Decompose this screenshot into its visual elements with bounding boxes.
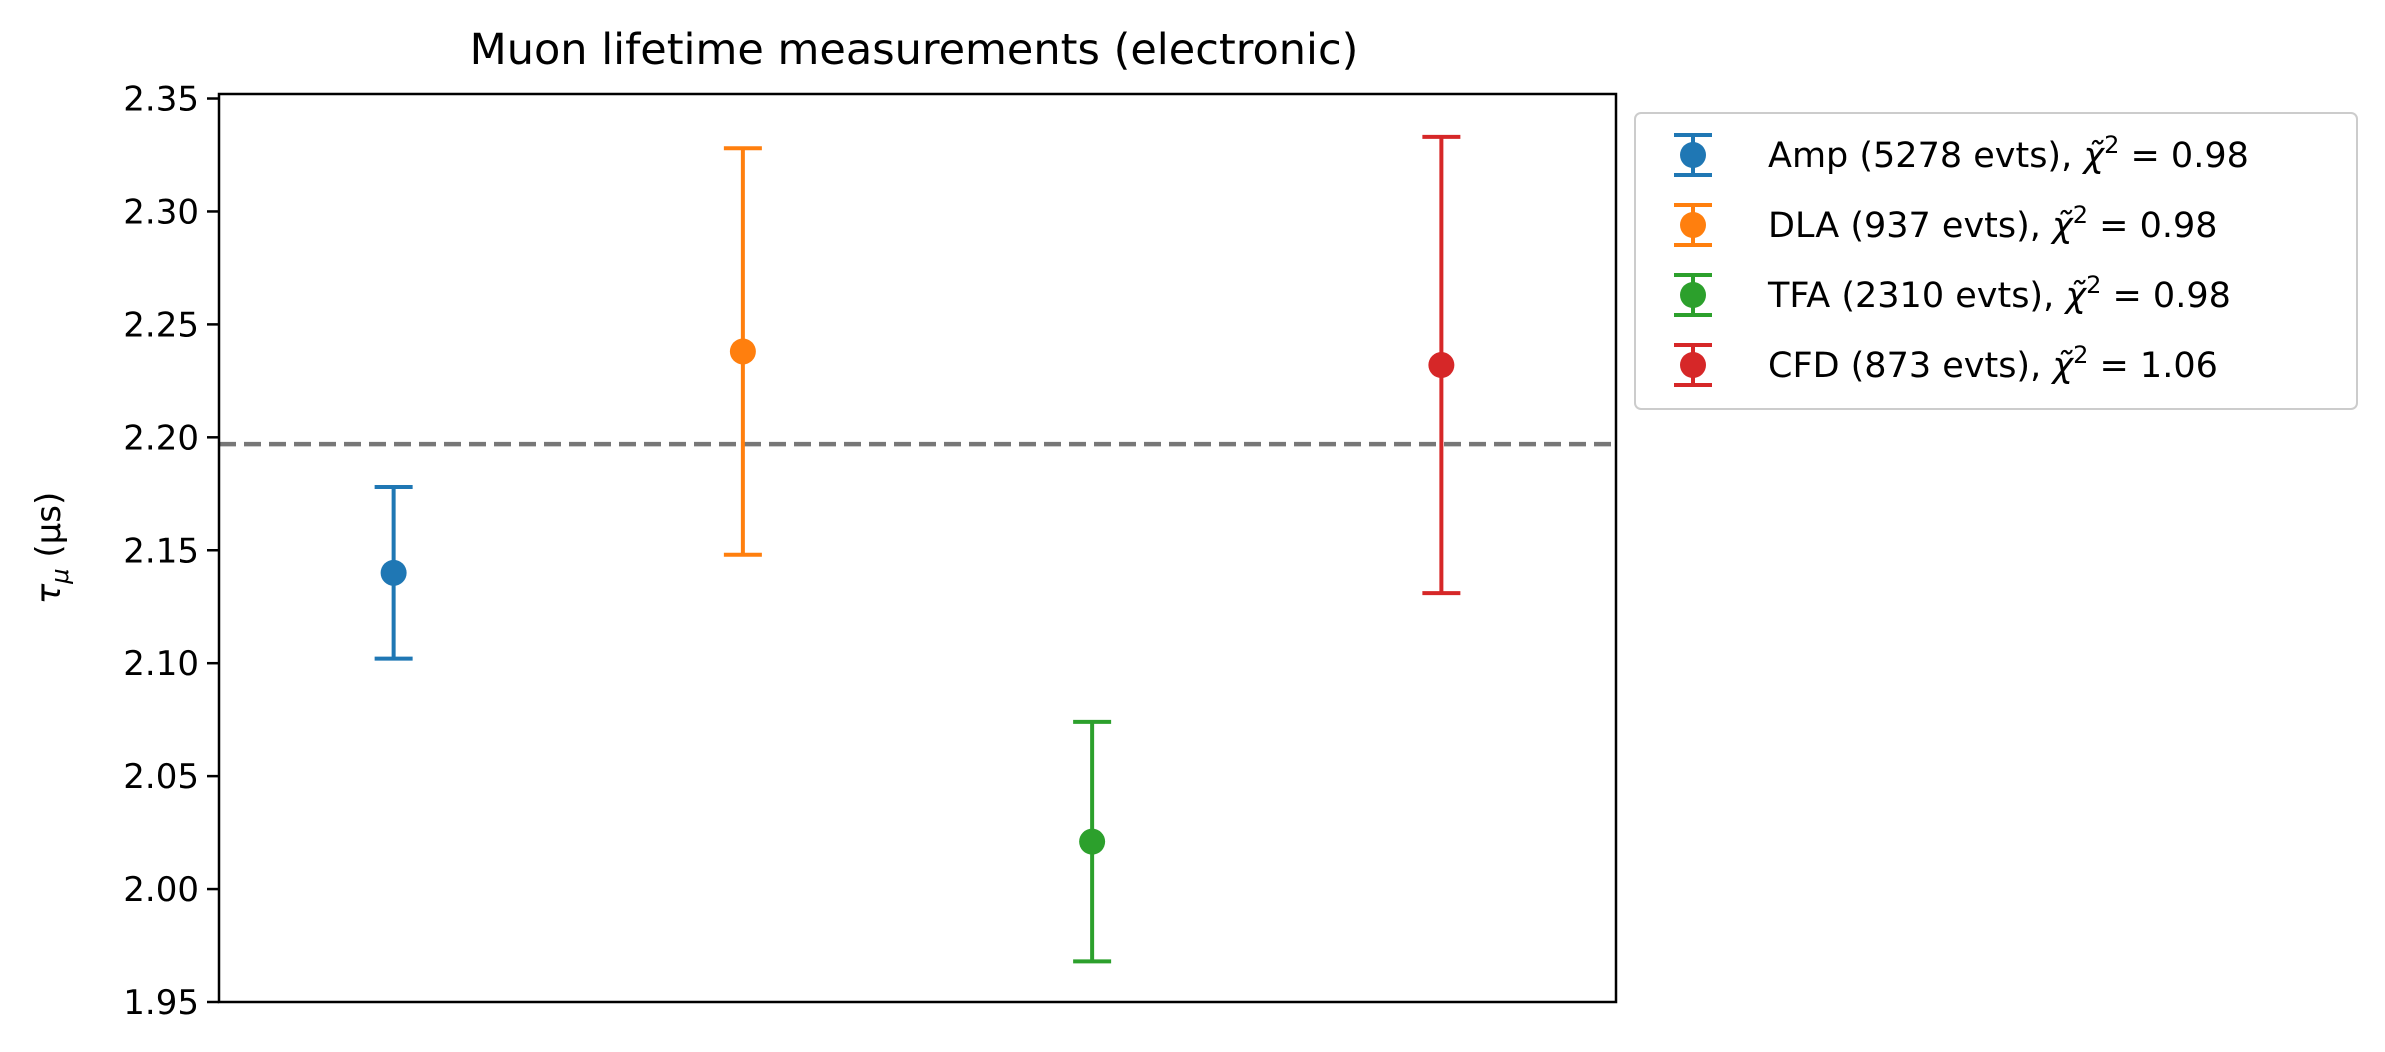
legend-entry-1: Amp (5278 evts), χ̃2 = 0.98	[1674, 131, 2249, 177]
y-axis-label-unit: (μs)	[29, 492, 69, 569]
y-tick-label: 2.05	[123, 757, 199, 797]
y-axis-label: τμ (μs)	[29, 492, 74, 604]
y-tick-label: 2.00	[123, 870, 199, 910]
y-axis-ticks: 1.95 2.00 2.05 2.10 2.15 2.20 2.25 2.30 2.35	[123, 80, 219, 1023]
y-tick-label: 2.30	[123, 192, 199, 232]
legend-marker-dot	[1680, 212, 1706, 238]
y-tick-label: 2.25	[123, 305, 199, 345]
data-point	[1428, 352, 1455, 379]
series-3	[1073, 719, 1112, 964]
legend-entry-3: TFA (2310 evts), χ̃2 = 0.98	[1674, 271, 2231, 317]
legend-marker-dot	[1680, 142, 1706, 168]
series-4	[1422, 134, 1461, 596]
y-tick-label: 2.15	[123, 531, 199, 571]
axes-frame	[217, 92, 1618, 1004]
legend-label: DLA (937 evts), χ̃2 = 0.98	[1768, 201, 2218, 246]
y-tick-label: 2.10	[123, 644, 199, 684]
legend: Amp (5278 evts), χ̃2 = 0.98 DLA (937 evts…	[1634, 112, 2358, 410]
y-axis-label-symbol: τ	[29, 583, 69, 604]
legend-label: TFA (2310 evts), χ̃2 = 0.98	[1767, 271, 2231, 316]
chart-title: Muon lifetime measurements (electronic)	[470, 25, 1359, 75]
legend-entry-2: DLA (937 evts), χ̃2 = 0.98	[1674, 201, 2218, 247]
legend-label: Amp (5278 evts), χ̃2 = 0.98	[1768, 131, 2249, 176]
legend-label: CFD (873 evts), χ̃2 = 1.06	[1768, 341, 2218, 386]
y-tick-label: 2.20	[123, 418, 199, 458]
data-point	[729, 338, 756, 365]
y-tick-label: 2.35	[123, 80, 199, 120]
data-point	[380, 559, 407, 586]
legend-marker-dot	[1680, 282, 1706, 308]
y-axis-label-subscript: μ	[46, 568, 74, 584]
legend-marker-dot	[1680, 352, 1706, 378]
legend-entry-4: CFD (873 evts), χ̃2 = 1.06	[1674, 341, 2218, 387]
y-tick-label: 1.95	[123, 983, 199, 1023]
plot-area	[219, 134, 1616, 964]
legend-frame	[1634, 112, 2358, 410]
series-2	[723, 146, 762, 557]
data-point	[1079, 828, 1106, 855]
series-1	[374, 485, 413, 661]
